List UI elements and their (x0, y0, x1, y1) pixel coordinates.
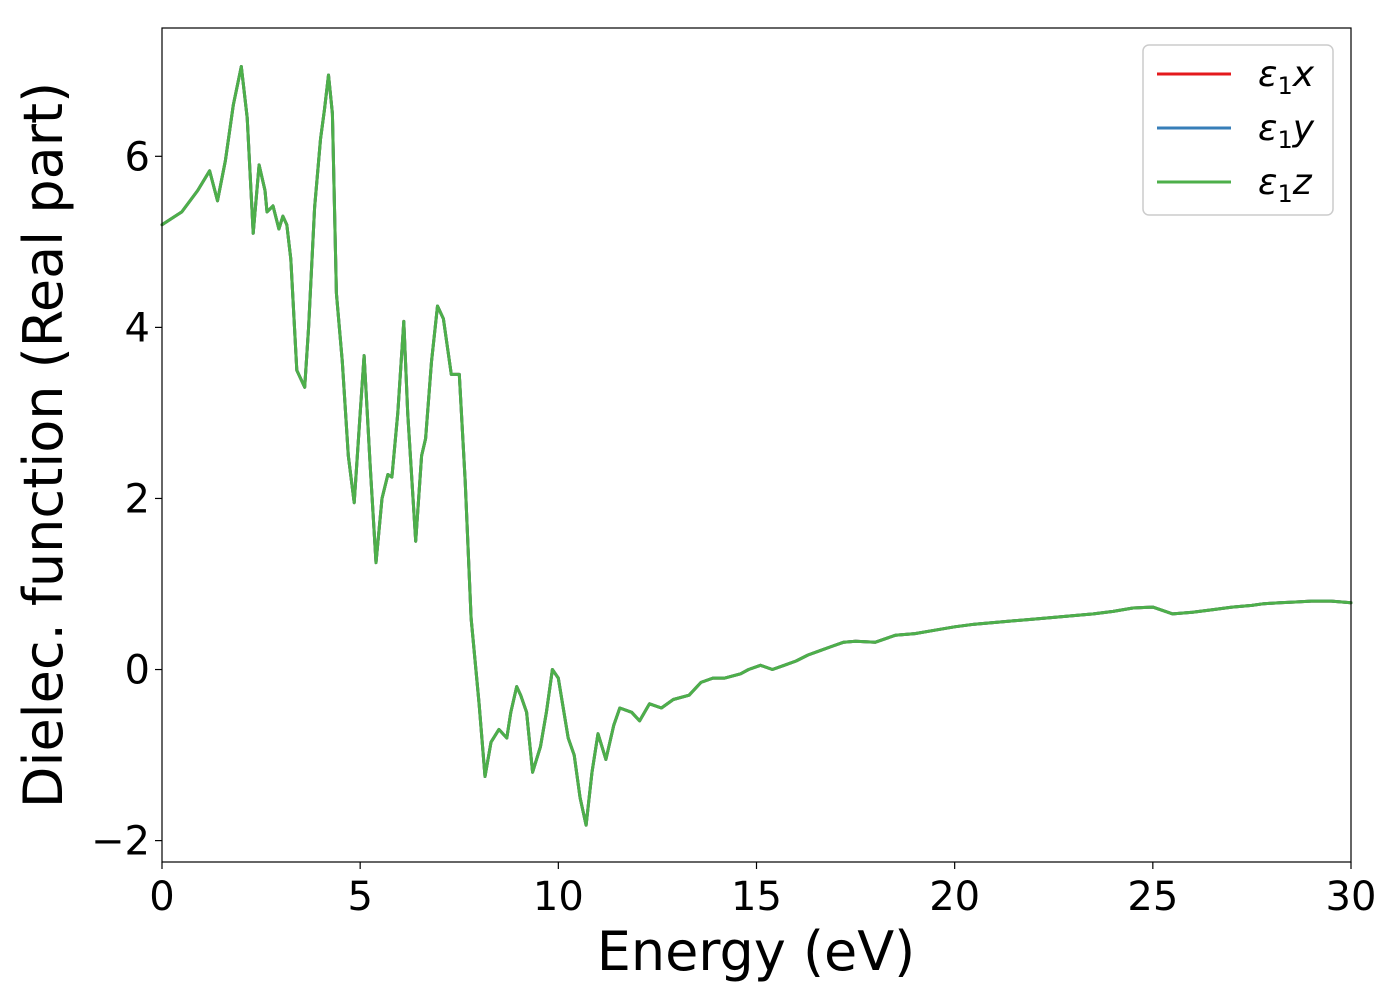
x-tick-label: 25 (1127, 874, 1178, 920)
plot-frame (161, 27, 1352, 863)
series-line-2 (160, 65, 1353, 827)
x-tick-label: 0 (149, 874, 174, 920)
y-tick-label: 4 (125, 305, 150, 351)
legend-label: ε1z (1258, 162, 1313, 208)
legend: ε1x ε1y ε1z (1142, 44, 1334, 216)
legend-label: ε1x (1258, 54, 1315, 100)
x-tick-label: 30 (1326, 874, 1377, 920)
y-axis-label: Dielec. function (Real part) (12, 82, 75, 808)
x-tick-label: 5 (347, 874, 372, 920)
y-tick-label: 2 (125, 476, 150, 522)
y-tick-label: −2 (91, 819, 150, 865)
x-tick-label: 15 (731, 874, 782, 920)
y-tick-label: 6 (125, 134, 150, 180)
legend-box (1142, 44, 1334, 216)
x-tick-label: 20 (929, 874, 980, 920)
x-axis-label: Energy (eV) (597, 920, 916, 983)
series-lines (160, 65, 1353, 827)
y-tick-label: 0 (125, 648, 150, 694)
legend-label: ε1y (1258, 108, 1315, 154)
x-tick-label: 10 (533, 874, 584, 920)
axis-ticks: 0 5 10 15 20 25 30 −2 0 2 4 6 (91, 134, 1376, 920)
legend-items: ε1x ε1y ε1z (1157, 54, 1315, 208)
